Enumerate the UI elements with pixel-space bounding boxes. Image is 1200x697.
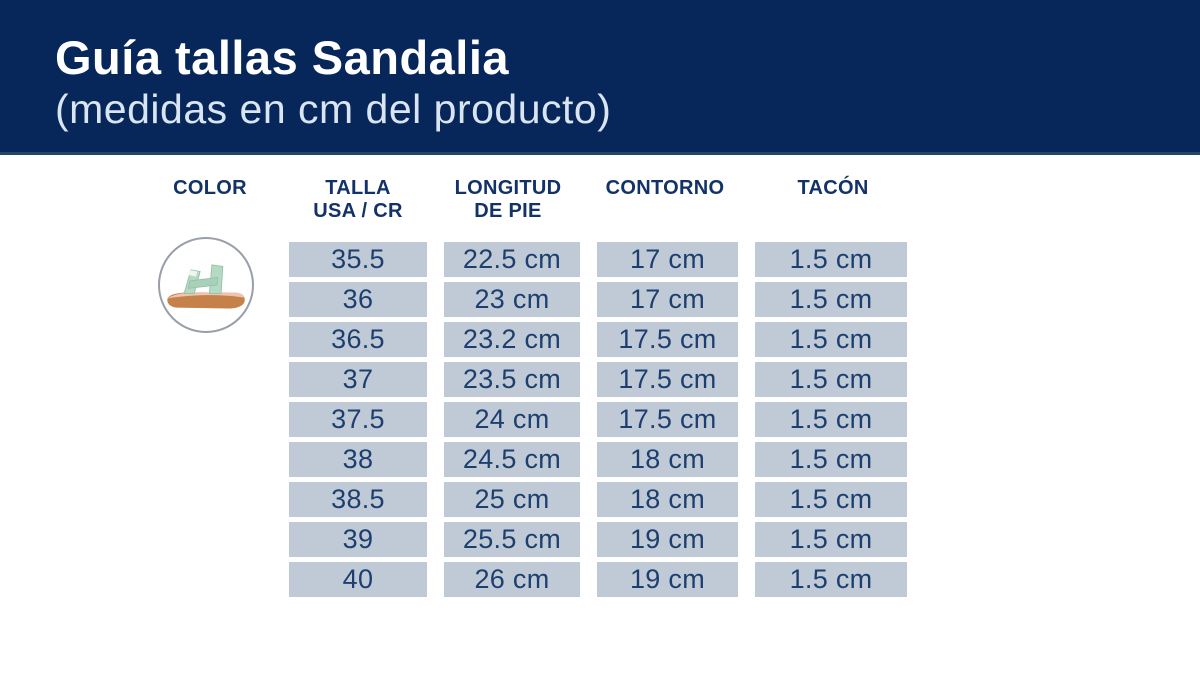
column-header-color: COLOR [173, 177, 247, 199]
tacon-cell: 1.5 cm [755, 242, 907, 277]
contorno-cell: 17 cm [597, 282, 738, 317]
longitud-cell: 25.5 cm [444, 522, 580, 557]
color-swatch-circle [158, 237, 254, 333]
longitud-cell: 23 cm [444, 282, 580, 317]
talla-cell: 38 [289, 442, 427, 477]
longitud-cell: 25 cm [444, 482, 580, 517]
tacon-cell: 1.5 cm [755, 362, 907, 397]
talla-cell: 37.5 [289, 402, 427, 437]
contorno-cell: 17.5 cm [597, 362, 738, 397]
longitud-cell: 22.5 cm [444, 242, 580, 277]
tacon-cell: 1.5 cm [755, 562, 907, 597]
talla-cell: 38.5 [289, 482, 427, 517]
talla-cell: 40 [289, 562, 427, 597]
page-title: Guía tallas Sandalia [55, 31, 510, 84]
longitud-cell: 26 cm [444, 562, 580, 597]
talla-cell: 37 [289, 362, 427, 397]
contorno-cell: 19 cm [597, 562, 738, 597]
longitud-cell: 24 cm [444, 402, 580, 437]
contorno-cell: 18 cm [597, 442, 738, 477]
longitud-cell: 23.2 cm [444, 322, 580, 357]
tacon-cell: 1.5 cm [755, 322, 907, 357]
size-table: 35.5 22.5 cm 17 cm 1.5 cm 36 23 cm 17 cm… [289, 242, 907, 597]
tacon-cell: 1.5 cm [755, 522, 907, 557]
longitud-cell: 24.5 cm [444, 442, 580, 477]
column-header-talla-line1: TALLA [325, 177, 391, 199]
sandal-icon [167, 264, 245, 309]
talla-cell: 36 [289, 282, 427, 317]
column-header-contorno: CONTORNO [605, 177, 725, 199]
contorno-cell: 18 cm [597, 482, 738, 517]
talla-cell: 35.5 [289, 242, 427, 277]
contorno-cell: 17.5 cm [597, 322, 738, 357]
header-banner: Guía tallas Sandalia (medidas en cm del … [0, 0, 1200, 155]
column-header-talla-line2: USA / CR [313, 200, 403, 222]
contorno-cell: 19 cm [597, 522, 738, 557]
column-header-longitud-line1: LONGITUD [454, 177, 562, 199]
column-header-longitud-line2: DE PIE [474, 200, 542, 222]
tacon-cell: 1.5 cm [755, 442, 907, 477]
tacon-cell: 1.5 cm [755, 282, 907, 317]
talla-cell: 39 [289, 522, 427, 557]
contorno-cell: 17 cm [597, 242, 738, 277]
column-header-longitud: LONGITUD DE PIE [438, 177, 578, 223]
talla-cell: 36.5 [289, 322, 427, 357]
page-subtitle: (medidas en cm del producto) [55, 86, 612, 132]
longitud-cell: 23.5 cm [444, 362, 580, 397]
tacon-cell: 1.5 cm [755, 482, 907, 517]
column-header-talla: TALLA USA / CR [288, 177, 428, 223]
tacon-cell: 1.5 cm [755, 402, 907, 437]
column-header-tacon: TACÓN [797, 177, 869, 199]
contorno-cell: 17.5 cm [597, 402, 738, 437]
